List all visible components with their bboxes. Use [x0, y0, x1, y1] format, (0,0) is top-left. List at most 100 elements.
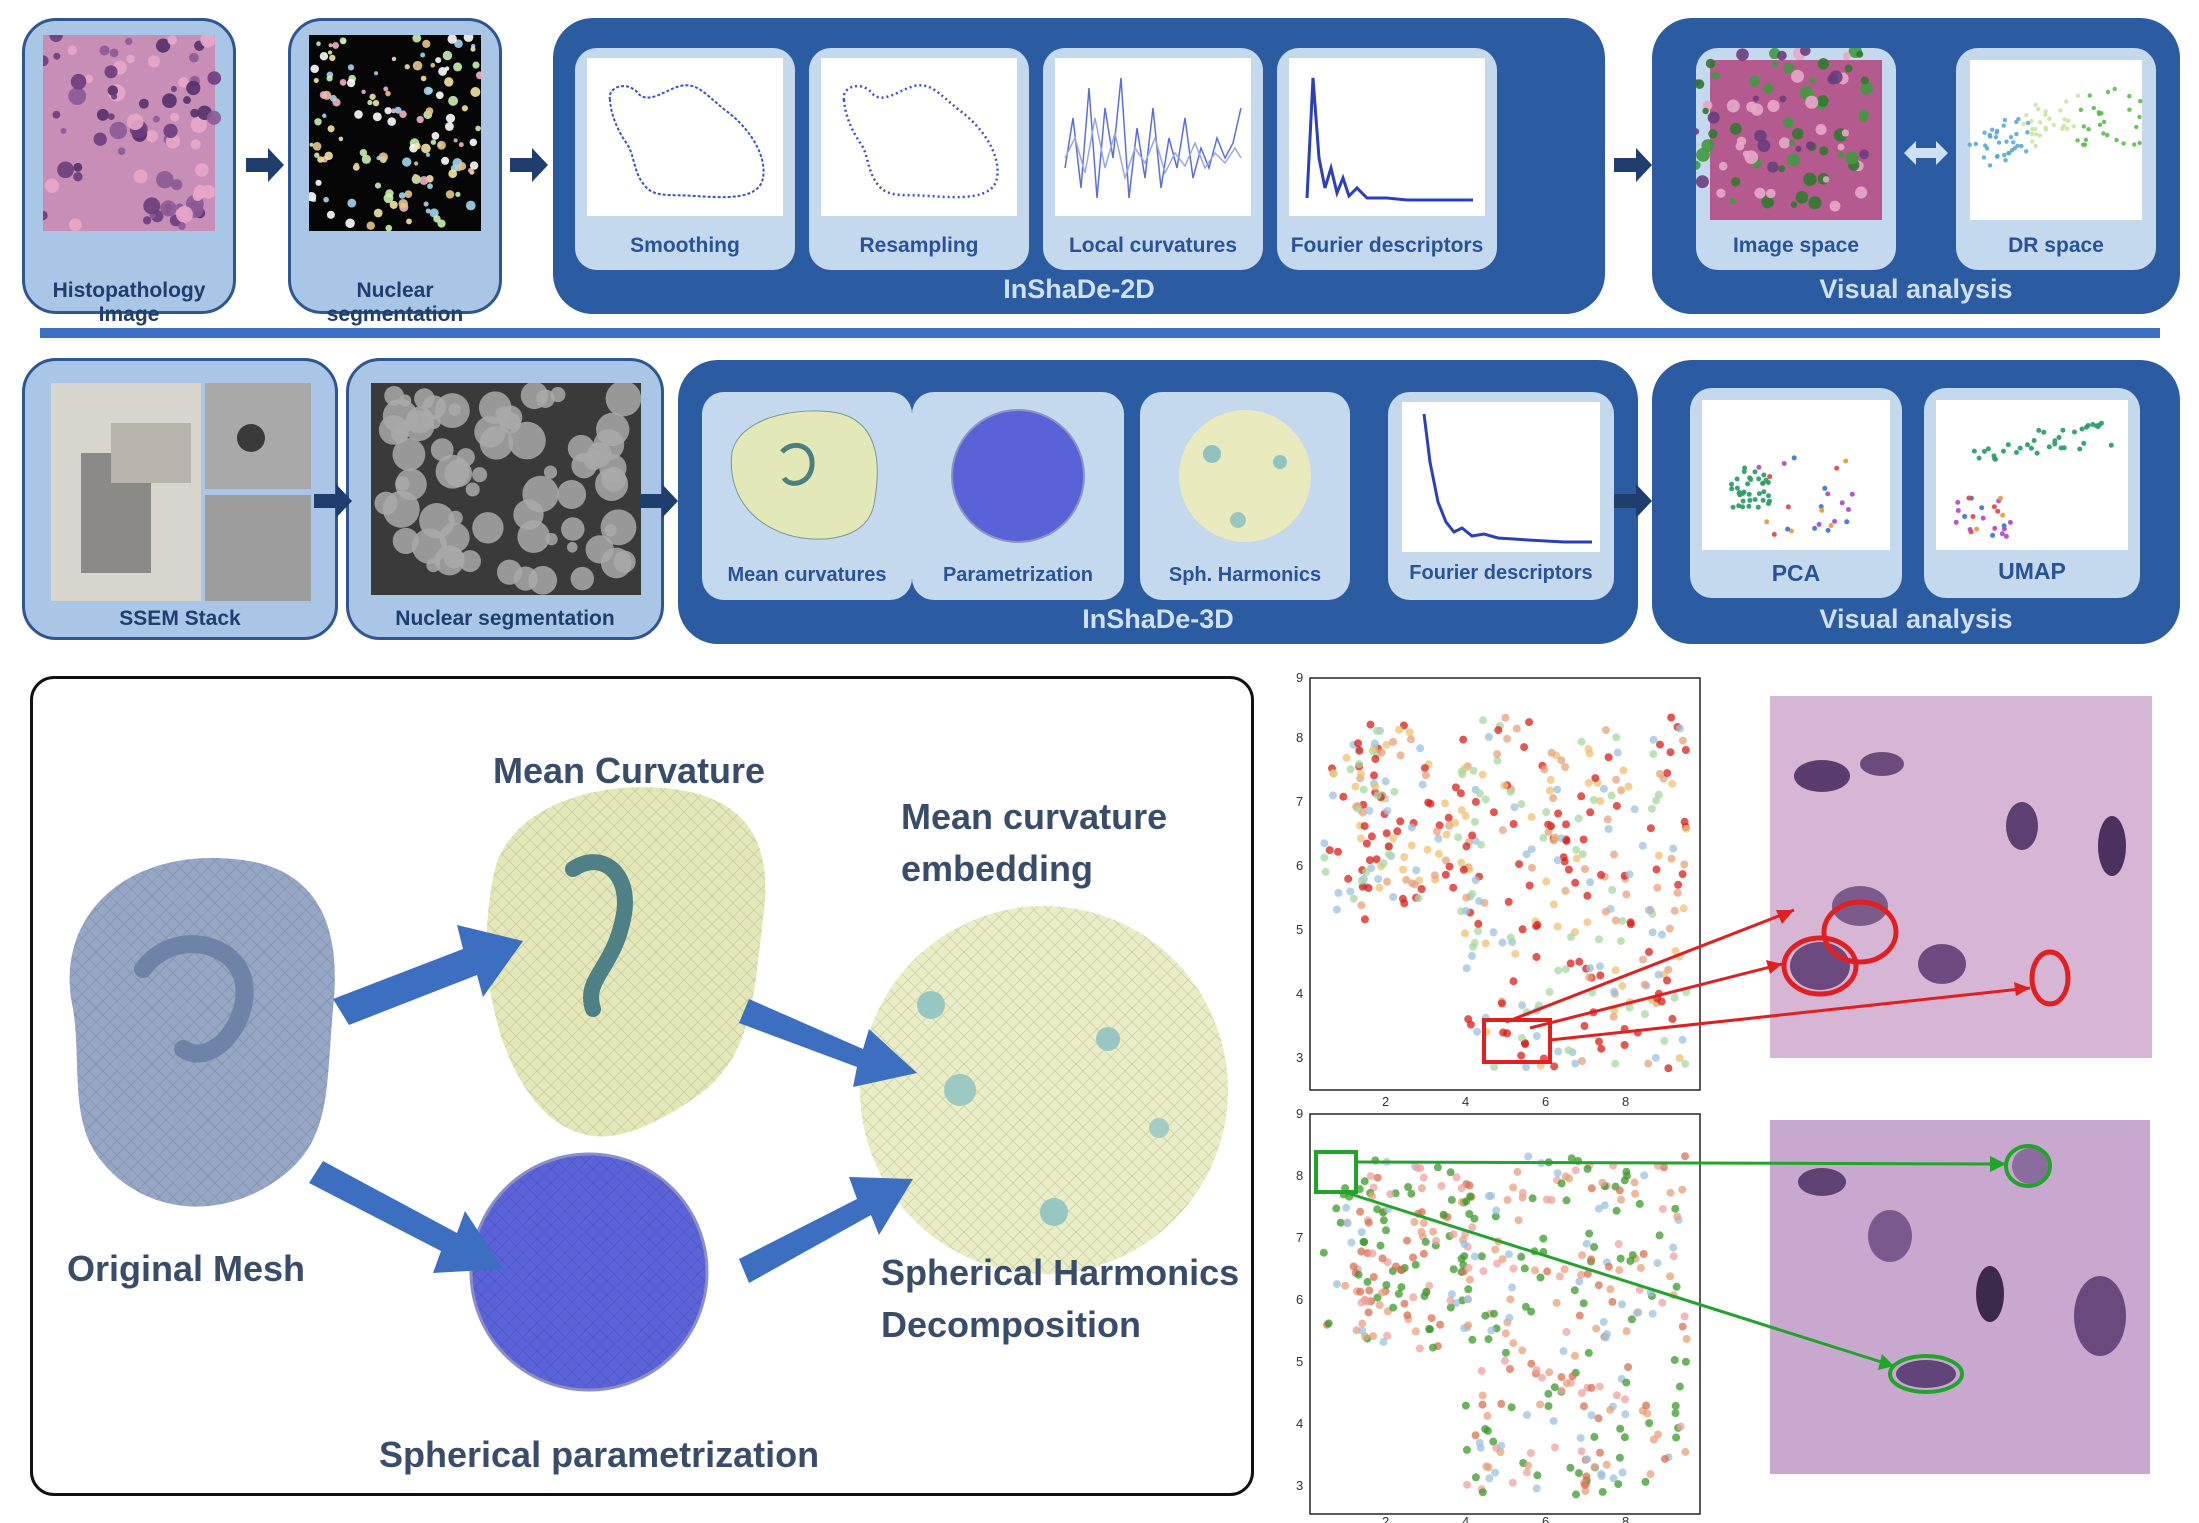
- nucleus-blob: [1859, 149, 1869, 160]
- scatter-point: [1642, 1401, 1651, 1410]
- scatter-point: [1528, 1194, 1537, 1203]
- scatter-point: [1532, 953, 1541, 961]
- scatter-point: [1511, 949, 1520, 958]
- dr-point: [2060, 126, 2065, 131]
- scatter-point: [1400, 853, 1409, 861]
- nucleus-blob: [107, 113, 115, 120]
- scatter-point: [1425, 1281, 1434, 1290]
- scatter-point: [1561, 763, 1570, 771]
- umap-point: [2077, 446, 2083, 452]
- scatter-point: [1597, 1472, 1606, 1480]
- scatter-point: [1362, 868, 1371, 876]
- scatter-point: [1358, 1319, 1367, 1328]
- umap-point: [2108, 442, 2114, 448]
- scatter-point: [1480, 898, 1489, 907]
- umap-point: [2000, 512, 2006, 518]
- segment-blob: [406, 218, 412, 225]
- step-label: Parametrization: [942, 564, 1094, 586]
- scatter-point: [1571, 1059, 1580, 1068]
- scatter-point: [1509, 1183, 1518, 1192]
- scatter-point: [1557, 1179, 1566, 1188]
- scatter-point: [1681, 1447, 1690, 1456]
- scatter-point: [1467, 951, 1476, 960]
- scatter-point: [1339, 792, 1348, 801]
- scatter-point: [1484, 733, 1493, 741]
- scatter-point: [1602, 1460, 1611, 1469]
- scatter-point: [1638, 841, 1647, 850]
- scatter-point: [1358, 808, 1367, 817]
- scatter-point: [1557, 756, 1566, 765]
- scatter-point: [1625, 1003, 1634, 1012]
- dr-point: [1983, 143, 1988, 148]
- umap-point: [2017, 445, 2023, 451]
- segment-blob: [412, 173, 418, 179]
- dr-point: [2121, 141, 2126, 146]
- scatter-point: [1522, 1063, 1531, 1072]
- arrow-mesh-to-param: [309, 1161, 503, 1273]
- scatter-point: [1506, 933, 1515, 942]
- dr-point: [1988, 134, 1993, 139]
- umap-point: [2090, 422, 2096, 427]
- scatter-point: [1365, 856, 1374, 865]
- nucleus-blob: [84, 74, 94, 83]
- nucleus-blob: [1829, 200, 1841, 212]
- scatter-point: [1435, 821, 1444, 830]
- dr-point: [2071, 124, 2076, 129]
- scatter-point: [1671, 1204, 1680, 1213]
- pca-point: [1737, 492, 1743, 498]
- scatter-point: [1415, 1344, 1424, 1353]
- pca-point: [1781, 461, 1787, 466]
- nucseg-3d-label: Nuclear segmentation: [395, 607, 615, 630]
- scatter-point: [1367, 832, 1376, 841]
- scatter-point: [1470, 817, 1479, 826]
- scatter-point: [1497, 1399, 1506, 1408]
- scatter-point: [1471, 1473, 1480, 1482]
- scatter-point: [1546, 775, 1555, 784]
- dr-point: [2078, 107, 2084, 112]
- dr-point: [2026, 120, 2031, 126]
- scatter-point: [1432, 1236, 1441, 1245]
- umap-point: [1985, 446, 1991, 452]
- nucleus-blob: [93, 132, 107, 146]
- nucleus-sphere: [430, 438, 454, 462]
- umap-point: [2001, 448, 2006, 454]
- nucleus-blob: [125, 37, 133, 46]
- nucleus-blob: [1788, 140, 1795, 147]
- pca-point: [1819, 507, 1825, 513]
- scatter-point: [1639, 1250, 1648, 1258]
- scatter-point: [1649, 750, 1658, 759]
- segment-blob: [314, 118, 322, 126]
- segment-blob: [438, 66, 448, 76]
- scatter-point: [1640, 1171, 1649, 1180]
- nucleus-blob: [1736, 136, 1747, 146]
- scatter-point: [1451, 818, 1460, 827]
- scatter-point: [1669, 1243, 1678, 1252]
- scatter-point: [1328, 791, 1337, 800]
- umap-point: [1971, 448, 1977, 454]
- nucleus-blob: [1808, 196, 1822, 210]
- dr-point: [2097, 122, 2103, 128]
- scatter-point: [1664, 1064, 1673, 1073]
- scatter-point: [1469, 766, 1478, 775]
- scatter-point: [1433, 1163, 1442, 1172]
- scatter-point: [1354, 1270, 1363, 1279]
- nucleus-blob: [104, 65, 118, 79]
- umap-point: [1990, 532, 1996, 538]
- nucleus-sphere: [522, 475, 559, 513]
- nucleus-blob: [1860, 81, 1873, 95]
- step-label: Resampling: [859, 234, 979, 257]
- segment-blob: [361, 89, 366, 95]
- scatter-point: [1594, 1281, 1603, 1290]
- scatter-point: [1417, 1184, 1426, 1193]
- scatter-point: [1432, 827, 1441, 836]
- scatter-point: [1517, 1252, 1526, 1261]
- scatter-point: [1562, 1379, 1571, 1388]
- scatter-point: [1496, 1448, 1505, 1456]
- sph-param-title: Spherical parametrization: [379, 1434, 820, 1475]
- segment-blob: [332, 41, 340, 49]
- nucleus-blob: [170, 85, 177, 93]
- scatter-point: [1682, 824, 1691, 833]
- scatter-point: [1575, 957, 1584, 966]
- scatter-point: [1457, 806, 1466, 815]
- scatter-point: [1597, 1044, 1606, 1053]
